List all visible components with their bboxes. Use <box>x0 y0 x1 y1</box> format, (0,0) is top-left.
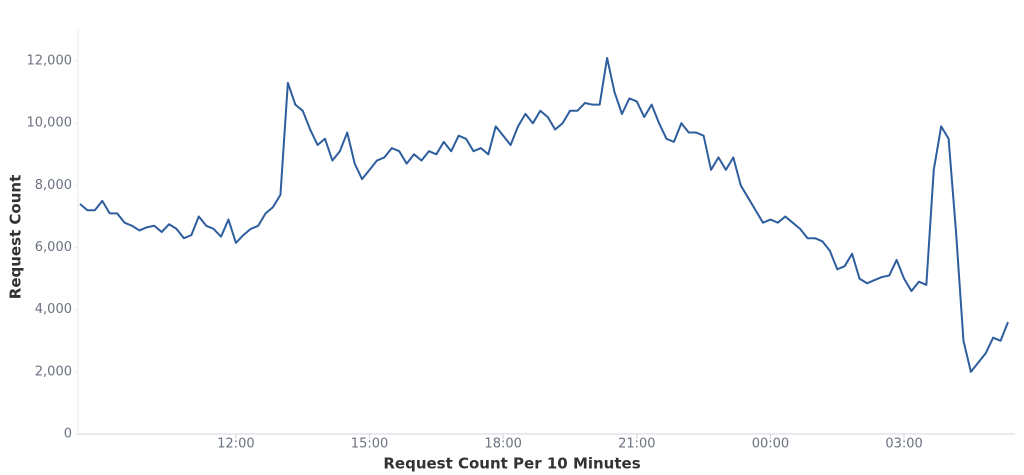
y-tick-label: 12,000 <box>27 54 73 69</box>
x-tick-label: 00:00 <box>752 437 789 452</box>
x-axis-title: Request Count Per 10 Minutes <box>383 455 640 473</box>
y-tick-label: 6,000 <box>35 240 72 255</box>
y-axis-title: Request Count <box>7 175 25 299</box>
y-tick-label: 2,000 <box>35 364 72 379</box>
x-tick-label: 15:00 <box>351 437 388 452</box>
x-tick-label: 18:00 <box>484 437 521 452</box>
data-line <box>79 56 1009 373</box>
y-tick-label: 4,000 <box>35 302 72 317</box>
x-tick-label: 21:00 <box>618 437 655 452</box>
x-tick-label: 12:00 <box>217 437 254 452</box>
x-tick-label: 03:00 <box>885 437 922 452</box>
y-tick-label: 0 <box>64 427 72 442</box>
y-tick-label: 10,000 <box>27 116 73 131</box>
y-tick-label: 8,000 <box>35 178 72 193</box>
